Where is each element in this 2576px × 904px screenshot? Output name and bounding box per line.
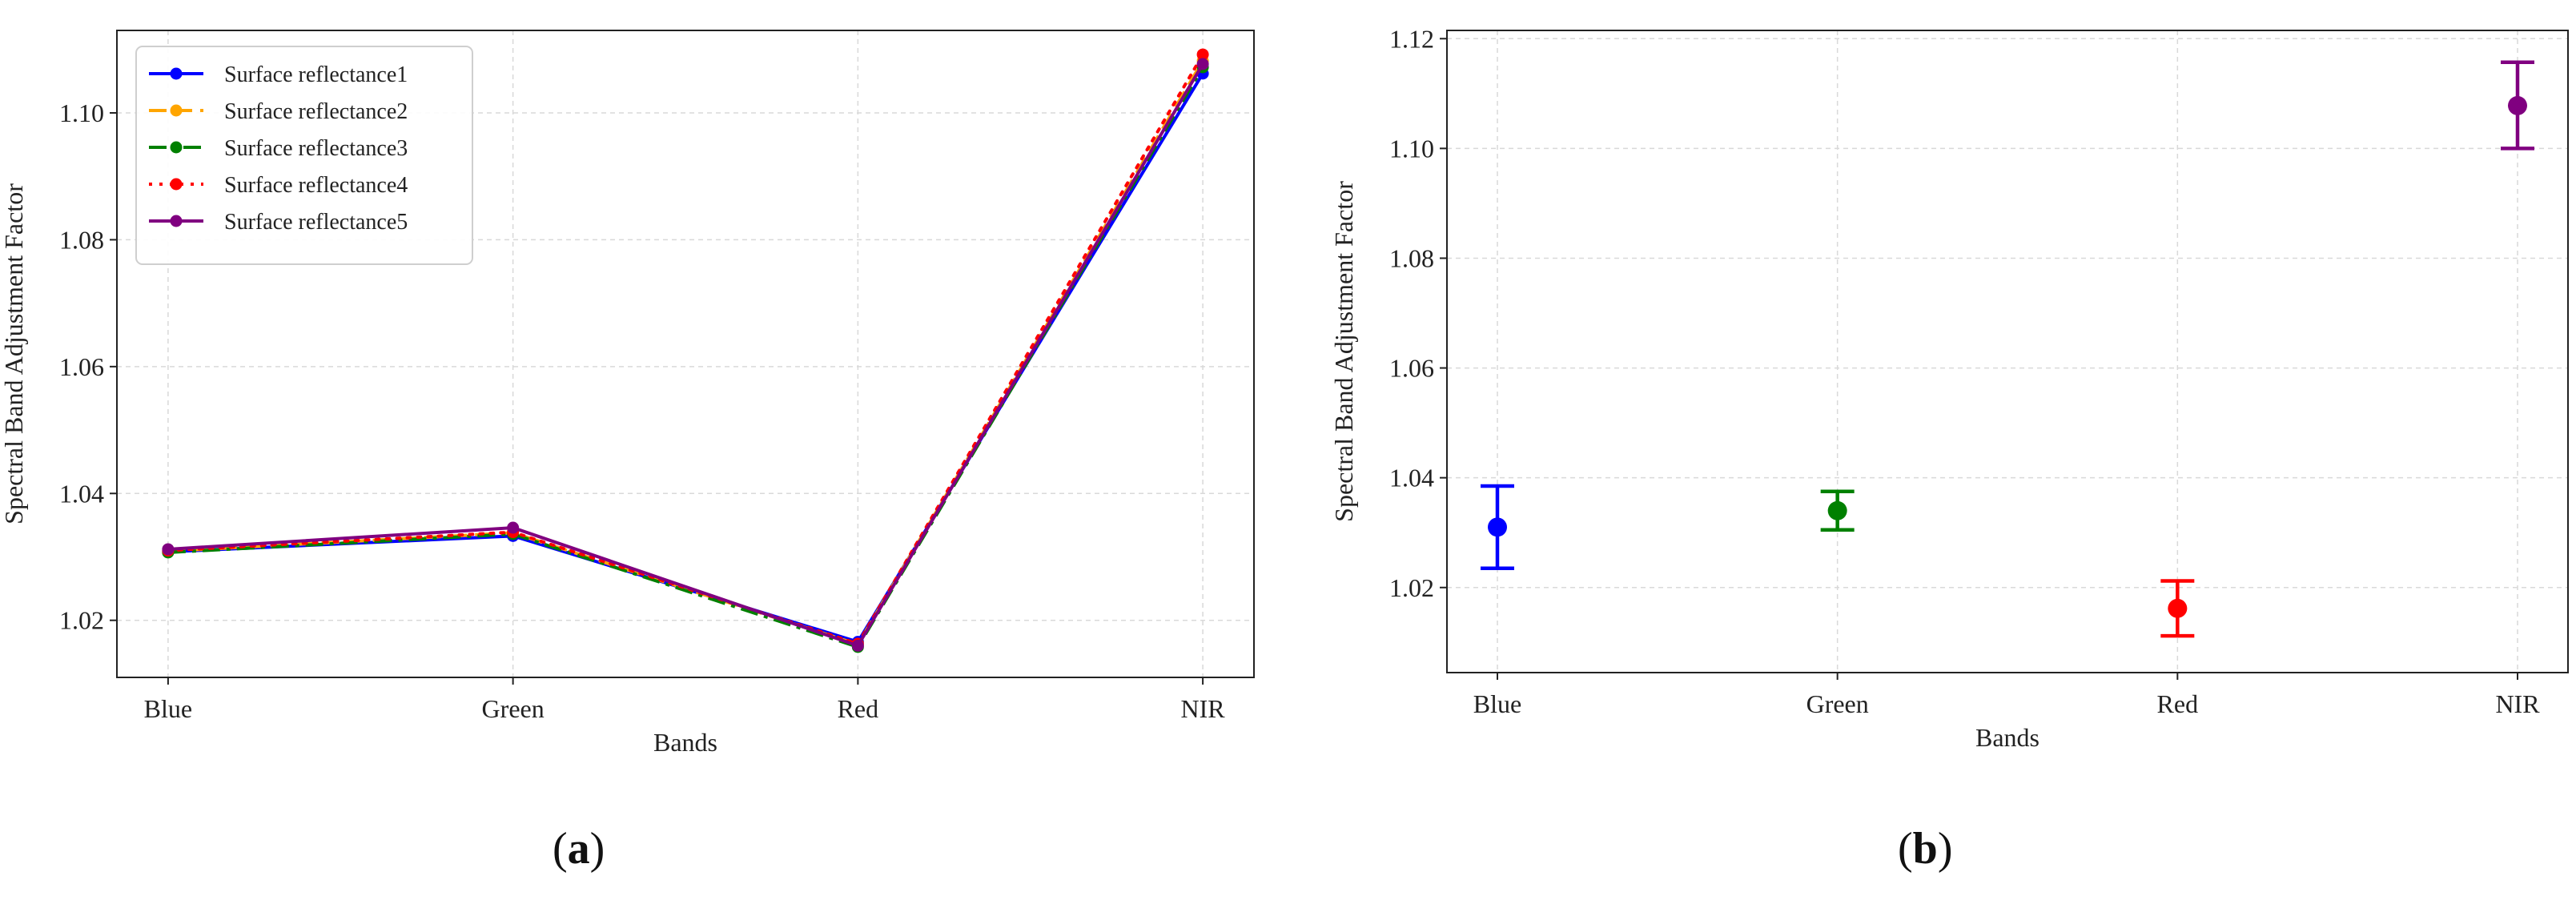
y-tick-label: 1.04 xyxy=(59,479,104,508)
legend-label: Surface reflectance1 xyxy=(224,62,408,87)
legend-marker xyxy=(170,104,183,117)
x-tick-label: Blue xyxy=(144,694,192,723)
y-axis-label: Spectral Band Adjustment Factor xyxy=(1329,181,1358,522)
y-tick-label: 1.06 xyxy=(59,352,104,381)
mean-point xyxy=(1827,500,1847,520)
x-tick-label: Red xyxy=(838,694,879,723)
legend-marker xyxy=(170,67,183,80)
x-tick-label: NIR xyxy=(2495,689,2540,718)
legend-label: Surface reflectance5 xyxy=(224,210,408,235)
y-tick-label: 1.08 xyxy=(59,225,104,254)
mean-point xyxy=(1488,517,1507,537)
series-line-2 xyxy=(167,60,1204,646)
y-tick-label: 1.06 xyxy=(1389,354,1434,383)
plot-frame xyxy=(1446,30,2569,673)
y-tick-label: 1.02 xyxy=(59,606,104,635)
x-tick-label: Green xyxy=(1806,689,1869,718)
y-tick-label: 1.04 xyxy=(1389,464,1434,492)
legend-label: Surface reflectance2 xyxy=(224,99,408,124)
y-axis-label: Spectral Band Adjustment Factor xyxy=(0,183,28,524)
chart-b: 1.02 1.04 1.06 1.08 1.10 1.12 Blue Green Red NIR B… xyxy=(1329,24,2569,752)
y-tick-label: 1.02 xyxy=(1389,573,1434,602)
series-line-5 xyxy=(167,62,1204,648)
series-4-point xyxy=(1196,48,1209,61)
legend-marker xyxy=(170,215,183,227)
series-5-point xyxy=(851,639,864,652)
y-tick-label: 1.12 xyxy=(1389,24,1434,53)
y-tick-label: 1.10 xyxy=(1389,134,1434,163)
panel-label-a: (a) xyxy=(553,824,605,874)
legend-marker xyxy=(170,178,183,191)
x-tick-label: Green xyxy=(482,694,545,723)
legend-label: Surface reflectance3 xyxy=(224,136,408,161)
mean-point xyxy=(2508,95,2527,115)
x-axis-label: Bands xyxy=(1975,723,2040,752)
panel-label-b: (b) xyxy=(1898,824,1953,874)
y-tick-label: 1.10 xyxy=(59,98,104,127)
legend-label: Surface reflectance4 xyxy=(224,173,408,198)
legend-box xyxy=(135,46,473,265)
legend-marker xyxy=(170,141,183,154)
x-tick-label: Blue xyxy=(1473,689,1521,718)
x-tick-label: NIR xyxy=(1181,694,1226,723)
chart-a: 1.02 1.04 1.06 1.08 1.10 Blue Green Red NIR Bands… xyxy=(0,30,1255,757)
mean-point xyxy=(2168,598,2188,618)
plot-frame xyxy=(116,30,1255,678)
x-tick-label: Red xyxy=(2157,689,2199,718)
x-axis-label: Bands xyxy=(653,728,717,757)
y-tick-label: 1.08 xyxy=(1389,243,1434,272)
series-5-point xyxy=(162,543,175,556)
series-5-point xyxy=(507,521,520,534)
series-5-point xyxy=(1196,58,1209,70)
